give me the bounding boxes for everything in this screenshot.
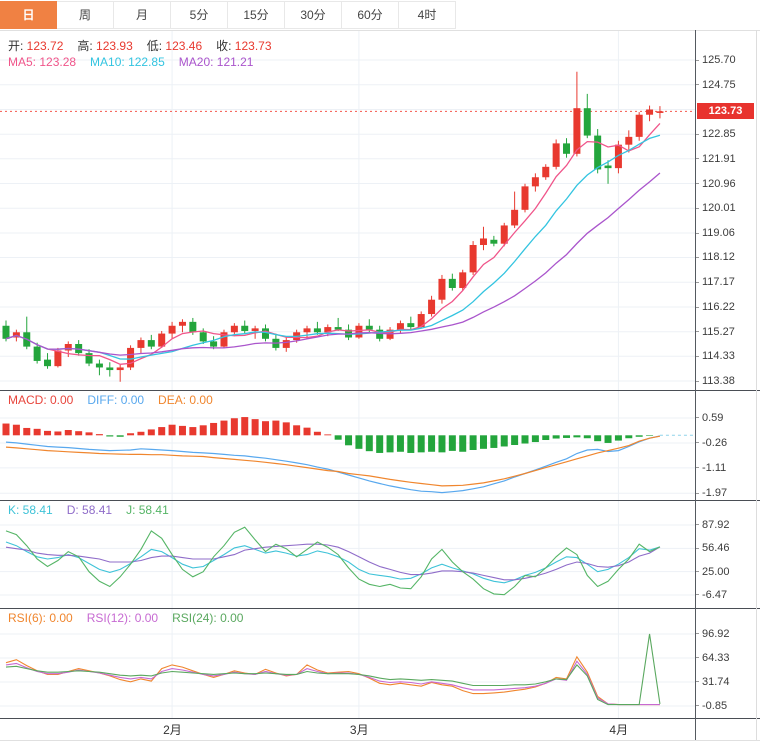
macd-legend: MACD: 0.00 DIFF: 0.00 DEA: 0.00 [8, 393, 227, 407]
ma-legend: MA5: 123.28 MA10: 122.85 MA20: 121.21 [8, 55, 267, 69]
panel-divider [0, 608, 760, 609]
axis-tick-label: 115.27 [695, 326, 735, 338]
legend-item: MA20: 121.21 [178, 55, 254, 69]
tab-30分[interactable]: 30分 [285, 1, 342, 29]
legend-item: RSI(24): 0.00 [172, 611, 244, 625]
axis-tick-label: 124.75 [695, 79, 736, 91]
tab-5分[interactable]: 5分 [171, 1, 228, 29]
axis-tick-label: 125.70 [695, 54, 736, 66]
legend-item: D: 58.41 [66, 503, 113, 517]
tab-15分[interactable]: 15分 [228, 1, 285, 29]
kdj-chart[interactable] [0, 500, 695, 608]
axis-tick-label: 118.12 [695, 251, 735, 263]
legend-item: 开: 123.72 [8, 39, 64, 53]
legend-item: DEA: 0.00 [158, 393, 213, 407]
axis-tick-label: -6.47 [695, 589, 727, 601]
rsi-panel: RSI(6): 0.00 RSI(12): 0.00 RSI(24): 0.00 9… [0, 608, 760, 718]
axis-tick-label: 31.74 [695, 676, 730, 688]
legend-item: J: 58.41 [126, 503, 169, 517]
candlestick-chart[interactable] [0, 30, 695, 390]
axis-tick-label: 117.17 [695, 276, 735, 288]
toolbar-divider [0, 30, 760, 31]
month-label: 2月 [163, 723, 182, 737]
axis-tick-label: 114.33 [695, 350, 735, 362]
axis-tick-label: -1.11 [695, 462, 726, 474]
panel-divider [0, 718, 760, 719]
macd-panel: MACD: 0.00 DIFF: 0.00 DEA: 0.00 0.59 -0.26 -… [0, 390, 760, 500]
axis-tick-label: 116.22 [695, 301, 735, 313]
tab-月[interactable]: 月 [114, 1, 171, 29]
axis-tick-label: -0.85 [695, 700, 727, 712]
rsi-chart[interactable] [0, 608, 695, 718]
axis-tick-label: 0.59 [695, 412, 723, 424]
axis-tick-label: -0.26 [695, 437, 727, 449]
axis-tick-label: 87.92 [695, 519, 730, 531]
axis-tick-label: 121.91 [695, 153, 736, 165]
axis-tick-label: 96.92 [695, 628, 730, 640]
tab-周[interactable]: 周 [57, 1, 114, 29]
rsi-axis: 96.92 64.33 31.74 -0.85 [695, 608, 760, 718]
axis-tick-label: -1.97 [695, 487, 727, 499]
legend-item: RSI(6): 0.00 [8, 611, 73, 625]
legend-item: 收: 123.73 [216, 39, 272, 53]
panel-divider [0, 500, 760, 501]
axis-tick-label: 113.38 [695, 375, 735, 387]
month-label: 3月 [349, 723, 369, 737]
tab-4时[interactable]: 4时 [399, 1, 456, 29]
axis-tick-label: 120.01 [695, 202, 736, 214]
legend-item: K: 58.41 [8, 503, 53, 517]
rsi-legend: RSI(6): 0.00 RSI(12): 0.00 RSI(24): 0.00 [8, 611, 257, 625]
panel-divider [0, 390, 760, 391]
current-price-badge: 123.73 [697, 103, 754, 120]
price-axis: 125.70 124.75 122.85 121.91 120.96 120.01 119.… [695, 30, 760, 390]
month-label: 4月 [609, 723, 629, 737]
legend-item: DIFF: 0.00 [87, 393, 145, 407]
macd-chart[interactable] [0, 390, 695, 500]
timeframe-toolbar: 日周月 5分 15分 30分 60分 4时 [0, 0, 760, 30]
time-axis: 2月 3月 4月 [0, 718, 760, 740]
legend-item: RSI(12): 0.00 [86, 611, 159, 625]
axis-tick-label: 119.06 [695, 227, 735, 239]
tab-60分[interactable]: 60分 [342, 1, 399, 29]
axis-tick-label: 120.96 [695, 178, 736, 190]
legend-item: MA5: 123.28 [8, 55, 77, 69]
axis-tick-label: 122.85 [695, 128, 736, 140]
legend-item: MACD: 0.00 [8, 393, 74, 407]
kdj-axis: 87.92 56.46 25.00 -6.47 [695, 500, 760, 608]
kdj-legend: K: 58.41 D: 58.41 J: 58.41 [8, 503, 183, 517]
legend-item: 高: 123.93 [77, 39, 133, 53]
axis-tick-label: 25.00 [695, 566, 730, 578]
macd-axis: 0.59 -0.26 -1.11 -1.97 [695, 390, 760, 500]
price-panel: 开: 123.72 高: 123.93 低: 123.46 收: 123.73 MA5… [0, 30, 760, 390]
bottom-border [0, 740, 760, 741]
legend-item: MA10: 122.85 [90, 55, 165, 69]
legend-item: 低: 123.46 [146, 39, 203, 53]
right-border [756, 30, 757, 740]
ohlc-legend: 开: 123.72 高: 123.93 低: 123.46 收: 123.73 [8, 37, 286, 54]
axis-tick-label: 56.46 [695, 542, 730, 554]
kdj-panel: K: 58.41 D: 58.41 J: 58.41 87.92 56.46 25.00… [0, 500, 760, 608]
tab-日[interactable]: 日 [0, 1, 57, 29]
axis-separator [695, 30, 696, 740]
axis-tick-label: 64.33 [695, 652, 730, 664]
